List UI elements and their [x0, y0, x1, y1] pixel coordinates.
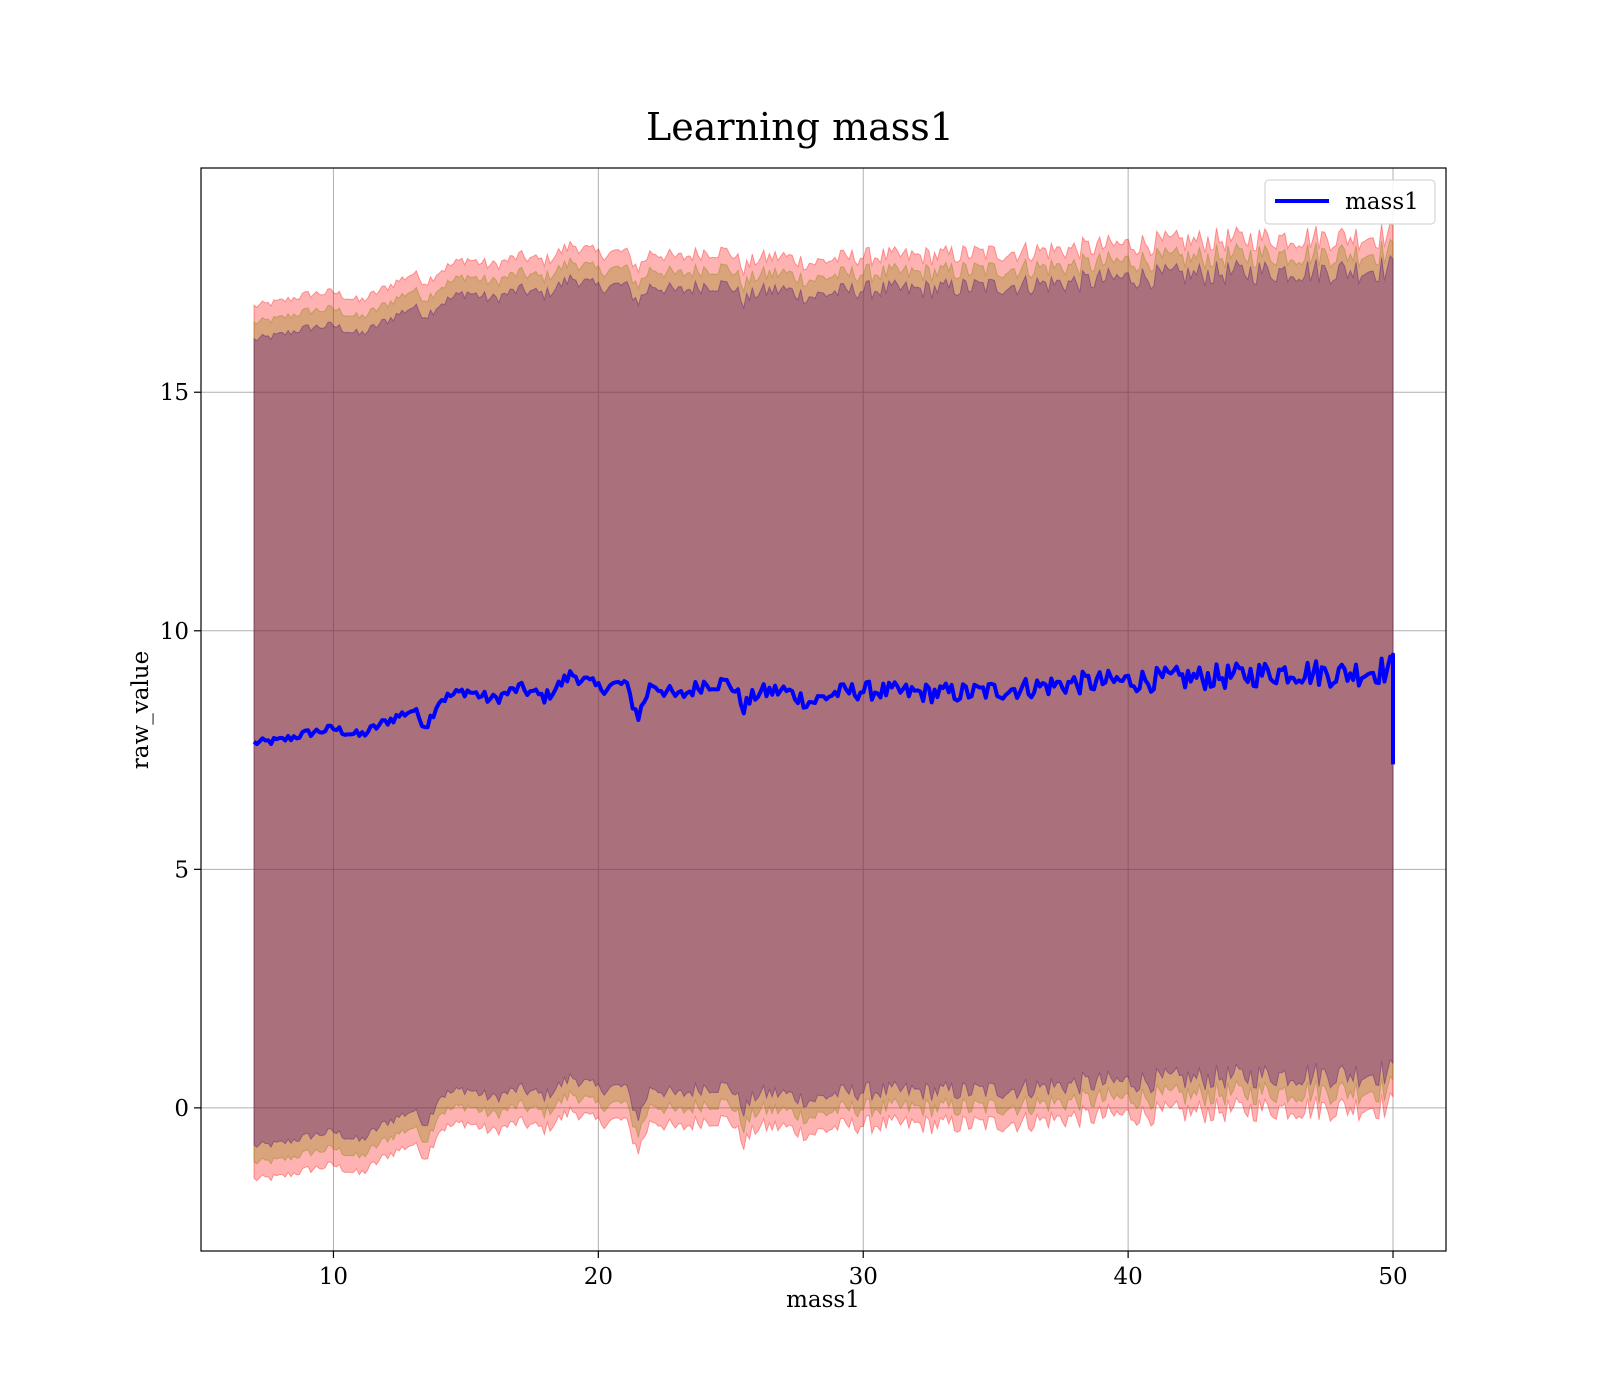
x-tick-label: 50: [1378, 1264, 1407, 1290]
chart-title: Learning mass1: [646, 105, 954, 149]
legend-box: [1264, 179, 1436, 225]
legend-label: mass1: [1345, 189, 1419, 215]
y-tick-label: 0: [174, 1096, 189, 1122]
x-tick-label: 10: [319, 1264, 348, 1290]
x-axis: 10 20 30 40 50: [319, 1251, 1408, 1290]
y-tick-label: 15: [160, 380, 189, 406]
legend: mass1: [1264, 179, 1436, 225]
x-axis-label: mass1: [786, 1287, 860, 1313]
confidence-bands: [253, 221, 1394, 1182]
x-tick-label: 40: [1113, 1264, 1142, 1290]
y-tick-label: 10: [160, 619, 189, 645]
core-band-area: [253, 254, 1394, 1149]
inner-band-area: [253, 237, 1394, 1165]
outer-band-area: [253, 221, 1394, 1182]
x-tick-label: 30: [849, 1264, 878, 1290]
y-tick-label: 5: [174, 857, 189, 883]
x-tick-label: 20: [584, 1264, 613, 1290]
series-line-mass1: [252, 652, 1395, 765]
y-axis-label: raw_value: [128, 651, 154, 769]
series-layer: [252, 652, 1395, 765]
plot-frame: [200, 167, 1447, 1252]
y-axis: 0 5 10 15: [160, 380, 201, 1122]
